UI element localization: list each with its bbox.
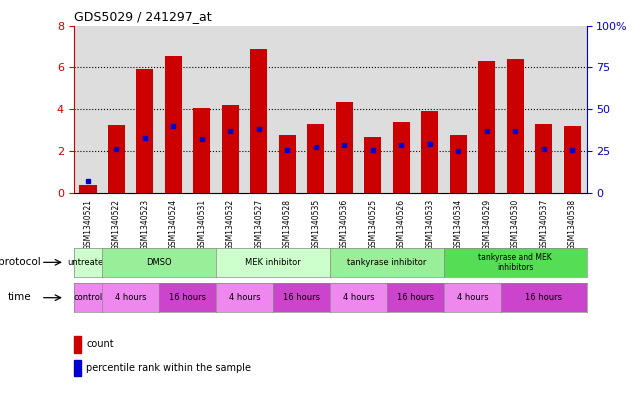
Bar (393, 121, 410, 193)
Bar (336, 102, 353, 193)
Text: 16 hours: 16 hours (169, 293, 206, 302)
Bar (194, 108, 210, 193)
Text: DMSO: DMSO (146, 258, 172, 267)
Text: control: control (73, 293, 103, 302)
Bar (478, 61, 495, 193)
Bar (108, 125, 125, 193)
Text: MEK inhibitor: MEK inhibitor (246, 258, 301, 267)
Text: time: time (8, 292, 31, 302)
Bar (421, 111, 438, 193)
Bar (74, 336, 81, 353)
Text: 4 hours: 4 hours (343, 293, 374, 302)
Bar (307, 124, 324, 193)
Text: 16 hours: 16 hours (283, 293, 320, 302)
Bar (165, 56, 182, 193)
Text: tankyrase and MEK
inhibitors: tankyrase and MEK inhibitors (478, 253, 552, 272)
Text: 4 hours: 4 hours (115, 293, 147, 302)
Text: tankyrase inhibitor: tankyrase inhibitor (347, 258, 427, 267)
Text: 16 hours: 16 hours (525, 293, 562, 302)
Bar (507, 59, 524, 193)
Bar (450, 135, 467, 193)
Bar (364, 137, 381, 193)
Text: 4 hours: 4 hours (229, 293, 260, 302)
Text: percentile rank within the sample: percentile rank within the sample (87, 363, 251, 373)
Bar (74, 360, 81, 376)
Bar (563, 126, 581, 193)
Bar (535, 124, 553, 193)
Text: protocol: protocol (0, 257, 41, 267)
Bar (279, 135, 296, 193)
Text: GDS5029 / 241297_at: GDS5029 / 241297_at (74, 10, 212, 23)
Bar (137, 70, 153, 193)
Text: 4 hours: 4 hours (457, 293, 488, 302)
Text: count: count (87, 340, 114, 349)
Bar (251, 48, 267, 193)
Bar (222, 105, 239, 193)
Text: untreated: untreated (67, 258, 109, 267)
Text: 16 hours: 16 hours (397, 293, 434, 302)
Bar (79, 185, 97, 193)
